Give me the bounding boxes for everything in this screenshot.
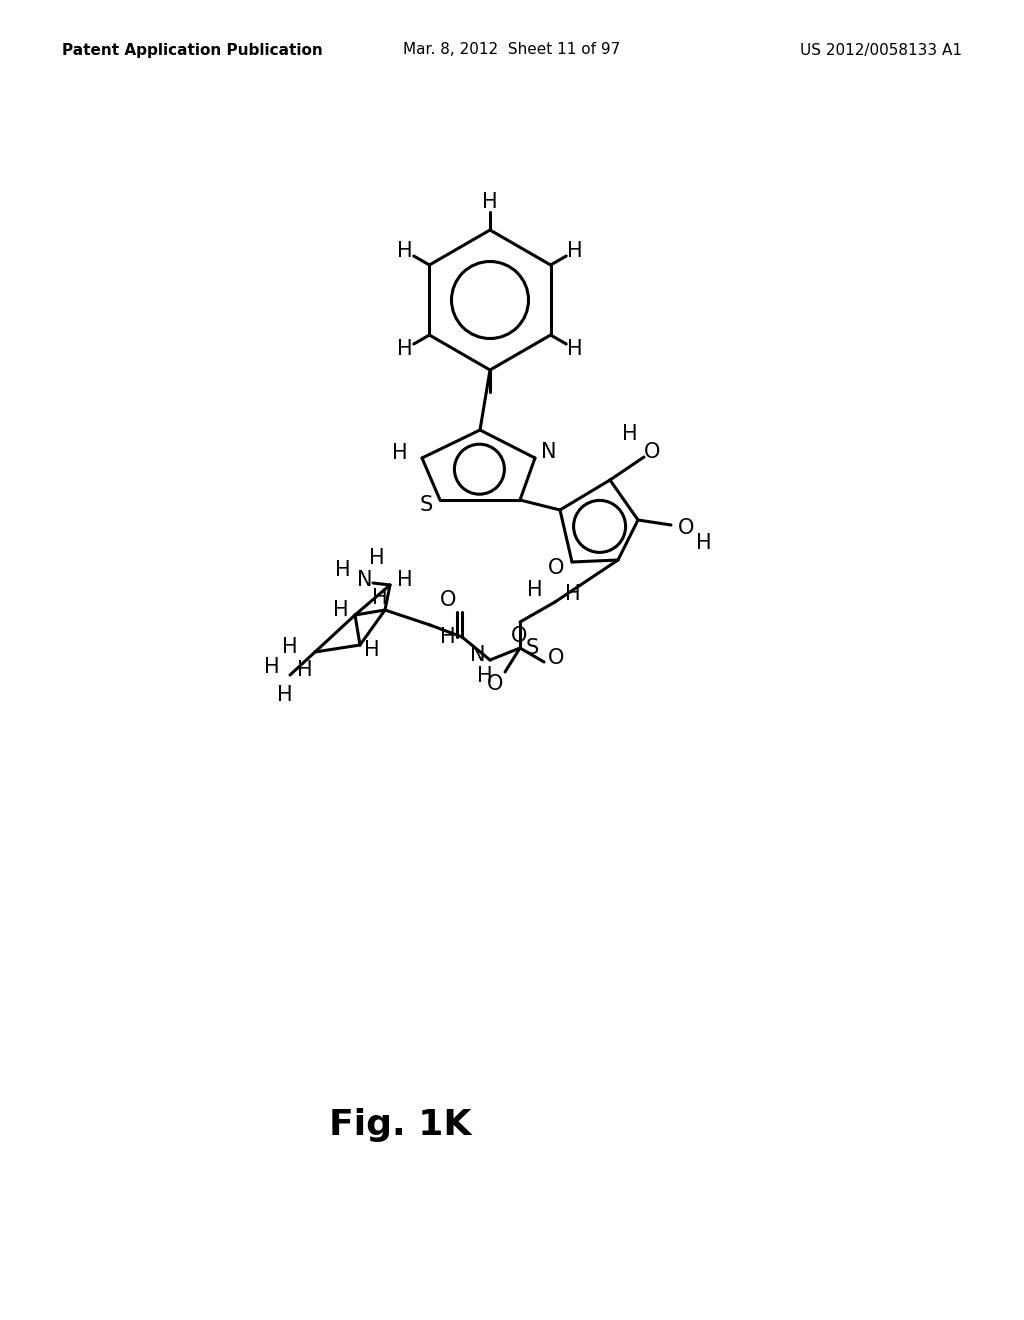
Text: N: N — [470, 645, 485, 665]
Text: H: H — [365, 640, 380, 660]
Text: Patent Application Publication: Patent Application Publication — [62, 42, 323, 58]
Text: O: O — [511, 626, 527, 645]
Text: Mar. 8, 2012  Sheet 11 of 97: Mar. 8, 2012 Sheet 11 of 97 — [403, 42, 621, 58]
Text: H: H — [397, 339, 413, 359]
Text: H: H — [335, 560, 351, 579]
Text: S: S — [420, 495, 432, 515]
Text: O: O — [644, 442, 660, 462]
Text: Fig. 1K: Fig. 1K — [329, 1107, 471, 1142]
Text: H: H — [370, 548, 385, 568]
Text: H: H — [696, 533, 712, 553]
Text: H: H — [397, 242, 413, 261]
Text: O: O — [548, 648, 564, 668]
Text: H: H — [278, 685, 293, 705]
Text: H: H — [482, 191, 498, 213]
Text: H: H — [623, 424, 638, 444]
Text: N: N — [357, 570, 373, 590]
Text: H: H — [565, 583, 581, 605]
Text: H: H — [567, 339, 583, 359]
Text: H: H — [397, 570, 413, 590]
Text: O: O — [548, 558, 564, 578]
Text: S: S — [525, 638, 539, 657]
Text: H: H — [477, 667, 493, 686]
Text: O: O — [486, 675, 503, 694]
Text: N: N — [542, 442, 557, 462]
Text: H: H — [264, 657, 280, 677]
Text: H: H — [567, 242, 583, 261]
Text: H: H — [392, 444, 408, 463]
Text: O: O — [440, 590, 456, 610]
Text: O: O — [678, 517, 694, 539]
Text: H: H — [527, 579, 543, 601]
Text: H: H — [440, 627, 456, 647]
Text: H: H — [333, 601, 349, 620]
Text: H: H — [372, 587, 388, 609]
Text: US 2012/0058133 A1: US 2012/0058133 A1 — [800, 42, 962, 58]
Text: H: H — [297, 660, 312, 680]
Text: H: H — [283, 638, 298, 657]
